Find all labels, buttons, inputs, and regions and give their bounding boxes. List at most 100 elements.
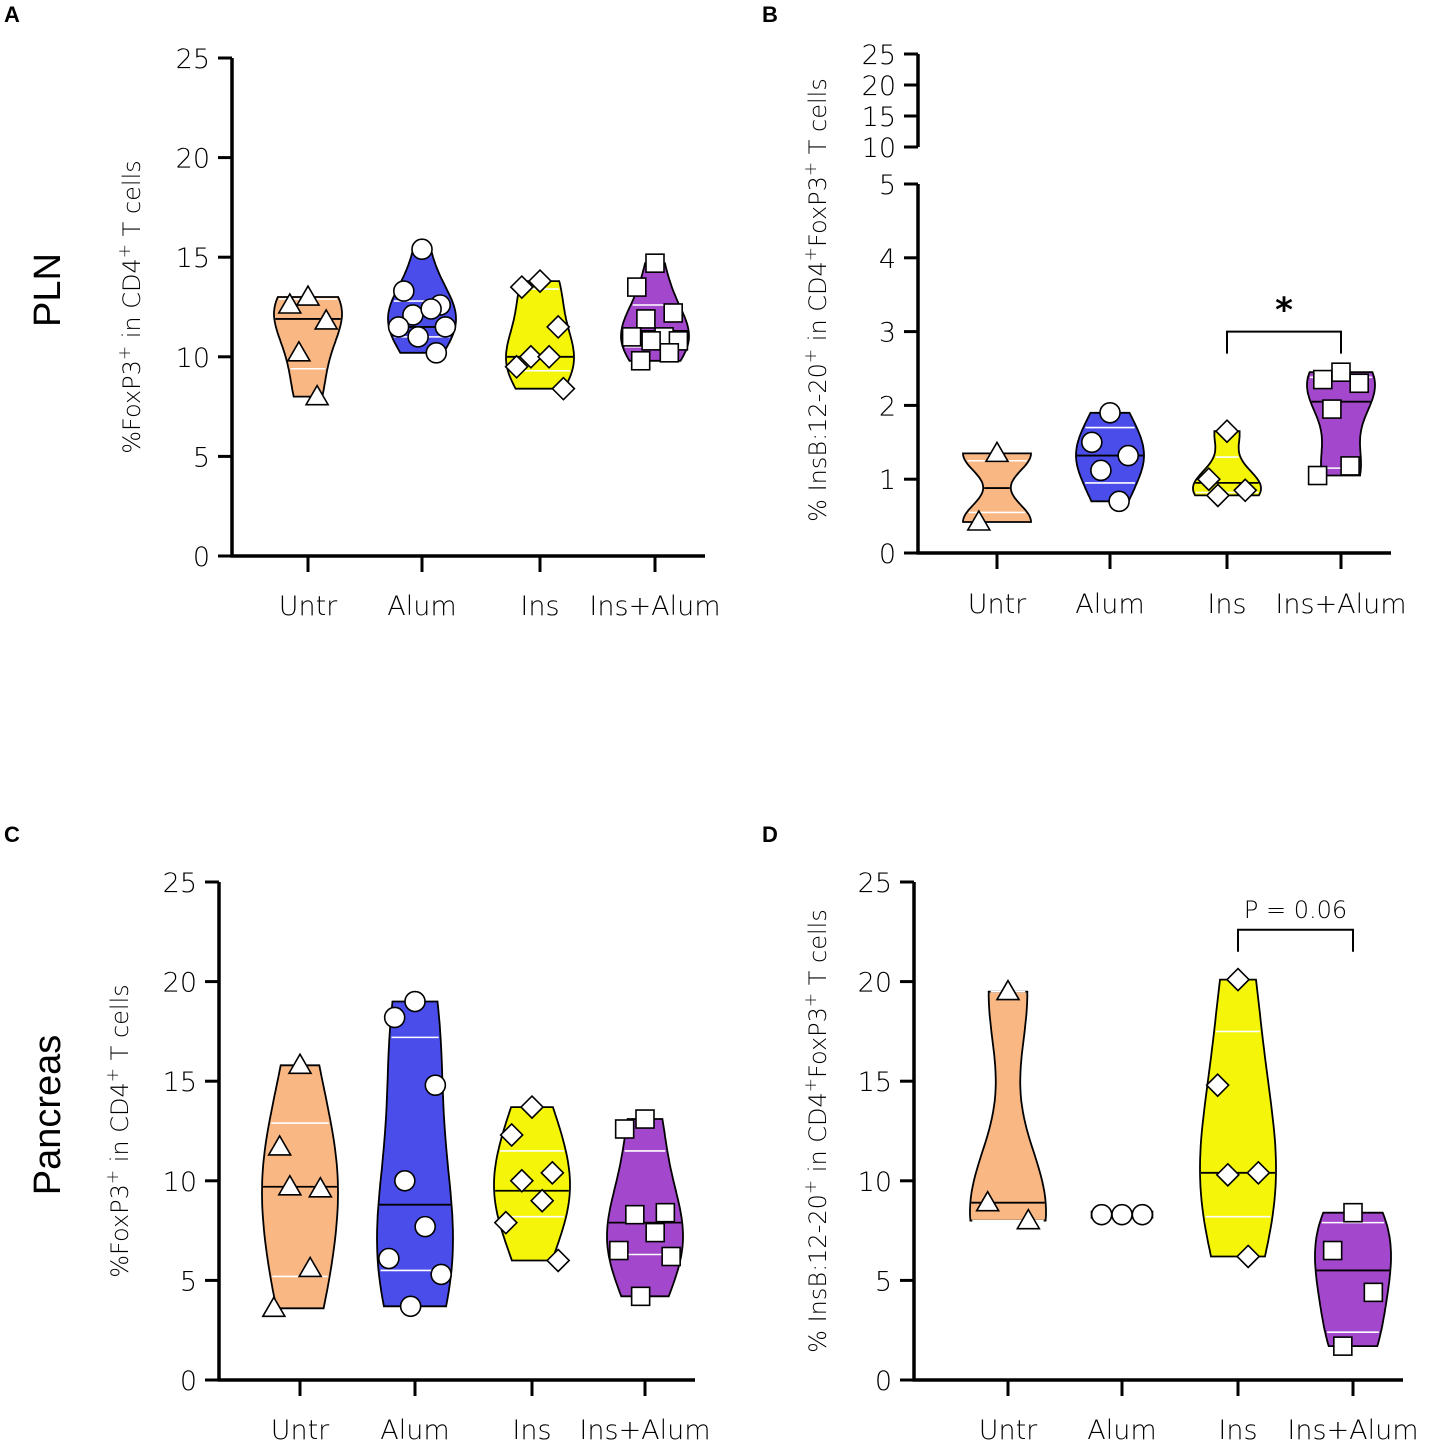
panel-letter-c: C (4, 822, 20, 847)
y-tick-label-c-2: 10 (163, 1167, 197, 1198)
data-point-d-0-1 (975, 1190, 1001, 1212)
y-axis-label-part-a-1: + (115, 346, 135, 360)
x-category-label-a-0: Untr (279, 591, 338, 622)
x-category-label-d-0: Untr (979, 1415, 1038, 1446)
data-point-c-1-1 (383, 1006, 406, 1029)
y-axis-label-d: % InsB:12-20+ in CD4+FoxP3+ T cells (801, 909, 832, 1353)
y-axis-label-part-d-5: + (801, 993, 821, 1007)
y-tick-label-b-4: 4 (879, 244, 896, 275)
data-point-d-2-2 (1246, 1160, 1271, 1185)
data-point-d-3-0 (1343, 1202, 1363, 1223)
data-point-c-0-1 (267, 1134, 293, 1156)
data-point-b-2-0 (1214, 419, 1240, 444)
data-point-d-2-0 (1225, 967, 1251, 992)
y-axis-label-part-b-4: FoxP3 (804, 176, 832, 247)
data-point-b-3-5 (1307, 465, 1328, 486)
y-axis-label-part-c-0: %FoxP3 (106, 1184, 134, 1278)
y-tick-label-d-2: 10 (858, 1167, 892, 1198)
data-point-b-3-0 (1331, 362, 1351, 382)
y-axis-label-part-c-4: T cells (106, 984, 134, 1068)
data-point-c-1-0 (404, 990, 426, 1013)
data-point-a-2-3 (518, 344, 544, 369)
x-category-label-b-3: Ins+Alum (1275, 589, 1406, 620)
y-tick-label-b-2: 2 (879, 391, 896, 422)
y-tick-label-a-1: 5 (193, 442, 210, 473)
data-point-a-1-1 (392, 280, 415, 302)
data-point-c-2-2 (540, 1160, 565, 1185)
data-point-c-1-5 (378, 1247, 400, 1270)
data-point-a-1-4 (420, 298, 442, 320)
y-tick-label-a-4: 20 (176, 144, 210, 175)
y-axis-label-part-b-5: + (801, 162, 821, 176)
y-tick-label-d-0: 0 (875, 1366, 892, 1397)
y-tick-label-d-5: 25 (858, 868, 892, 899)
data-point-d-0-2 (1015, 1208, 1041, 1230)
data-point-a-3-9 (630, 350, 651, 371)
data-point-b-2-1 (1196, 467, 1221, 492)
data-point-c-0-2 (307, 1176, 333, 1198)
y-axis-label-c: %FoxP3+ in CD4+ T cells (103, 984, 134, 1278)
x-category-label-c-2: Ins (512, 1415, 551, 1446)
data-point-b-1-0 (1099, 401, 1121, 424)
data-point-b-0-0 (984, 440, 1010, 463)
data-point-c-3-4 (645, 1222, 665, 1243)
y-tick-label-d-3: 15 (858, 1067, 892, 1098)
data-point-a-3-7 (641, 331, 661, 351)
data-point-d-1-0 (1111, 1203, 1133, 1226)
y-tick-label-c-5: 25 (163, 868, 197, 899)
data-point-c-2-4 (530, 1188, 555, 1213)
y-tick-label-a-0: 0 (193, 542, 210, 573)
y-tick-label-b-3: 3 (879, 318, 896, 349)
y-tick-label-a-2: 10 (176, 343, 210, 374)
data-point-c-1-6 (430, 1263, 452, 1286)
data-point-d-2-3 (1215, 1162, 1240, 1187)
data-point-d-2-4 (1236, 1244, 1261, 1269)
y-axis-label-part-b-6: T cells (804, 78, 832, 162)
data-point-d-3-1 (1322, 1240, 1343, 1261)
x-category-label-b-2: Ins (1207, 589, 1246, 620)
y-axis-label-part-c-1: + (103, 1170, 123, 1184)
data-point-c-1-7 (399, 1295, 422, 1318)
x-category-label-a-2: Ins (520, 591, 559, 622)
data-point-a-3-5 (621, 327, 642, 347)
data-point-a-2-6 (551, 376, 576, 401)
data-point-a-1-0 (411, 238, 433, 261)
x-category-label-b-1: Alum (1075, 589, 1144, 620)
chart-panel-d: 0 5 10 15 20 25 Untr Alum Ins Ins+Alum % InsB:12-2… (801, 868, 1419, 1446)
y-tick-label-b-1: 1 (879, 465, 896, 496)
data-point-b-3-4 (1340, 456, 1360, 476)
data-point-c-2-1 (499, 1122, 524, 1148)
y-tick-label-b-7: 15 (862, 102, 896, 133)
data-point-a-3-2 (663, 303, 684, 323)
row-label-pln: PLN (27, 253, 69, 327)
violin-b-3 (1306, 371, 1376, 477)
x-category-label-a-1: Alum (387, 591, 456, 622)
significance-label-b-0: * (1275, 291, 1293, 331)
data-point-a-2-4 (536, 344, 562, 369)
y-axis-label-part-d-2: in CD4 (804, 1092, 832, 1180)
data-point-a-3-1 (626, 277, 647, 297)
y-tick-label-a-5: 25 (176, 44, 210, 75)
panel-letter-d: D (762, 822, 778, 847)
y-axis-label-part-a-2: in CD4 (118, 258, 146, 346)
x-category-label-c-0: Untr (271, 1415, 330, 1446)
significance-label-d-0: P = 0.06 (1244, 896, 1347, 924)
y-tick-label-a-3: 15 (176, 243, 210, 274)
data-point-c-3-3 (625, 1204, 645, 1225)
y-axis-label-part-d-6: T cells (804, 909, 832, 993)
data-point-b-0-1 (966, 509, 992, 531)
significance-bracket-d-0 (1237, 928, 1354, 952)
x-category-label-c-1: Alum (380, 1415, 449, 1446)
data-point-a-0-4 (304, 384, 330, 406)
data-point-d-3-3 (1333, 1336, 1353, 1356)
violin-d-2 (1199, 978, 1277, 1258)
y-axis-label-part-a-3: + (115, 244, 135, 258)
data-point-b-1-1 (1081, 431, 1103, 454)
x-category-label-c-3: Ins+Alum (579, 1415, 710, 1446)
y-tick-label-c-1: 5 (180, 1266, 197, 1297)
y-axis-label-part-d-1: + (801, 1180, 821, 1194)
y-tick-label-b-5: 5 (879, 170, 896, 201)
